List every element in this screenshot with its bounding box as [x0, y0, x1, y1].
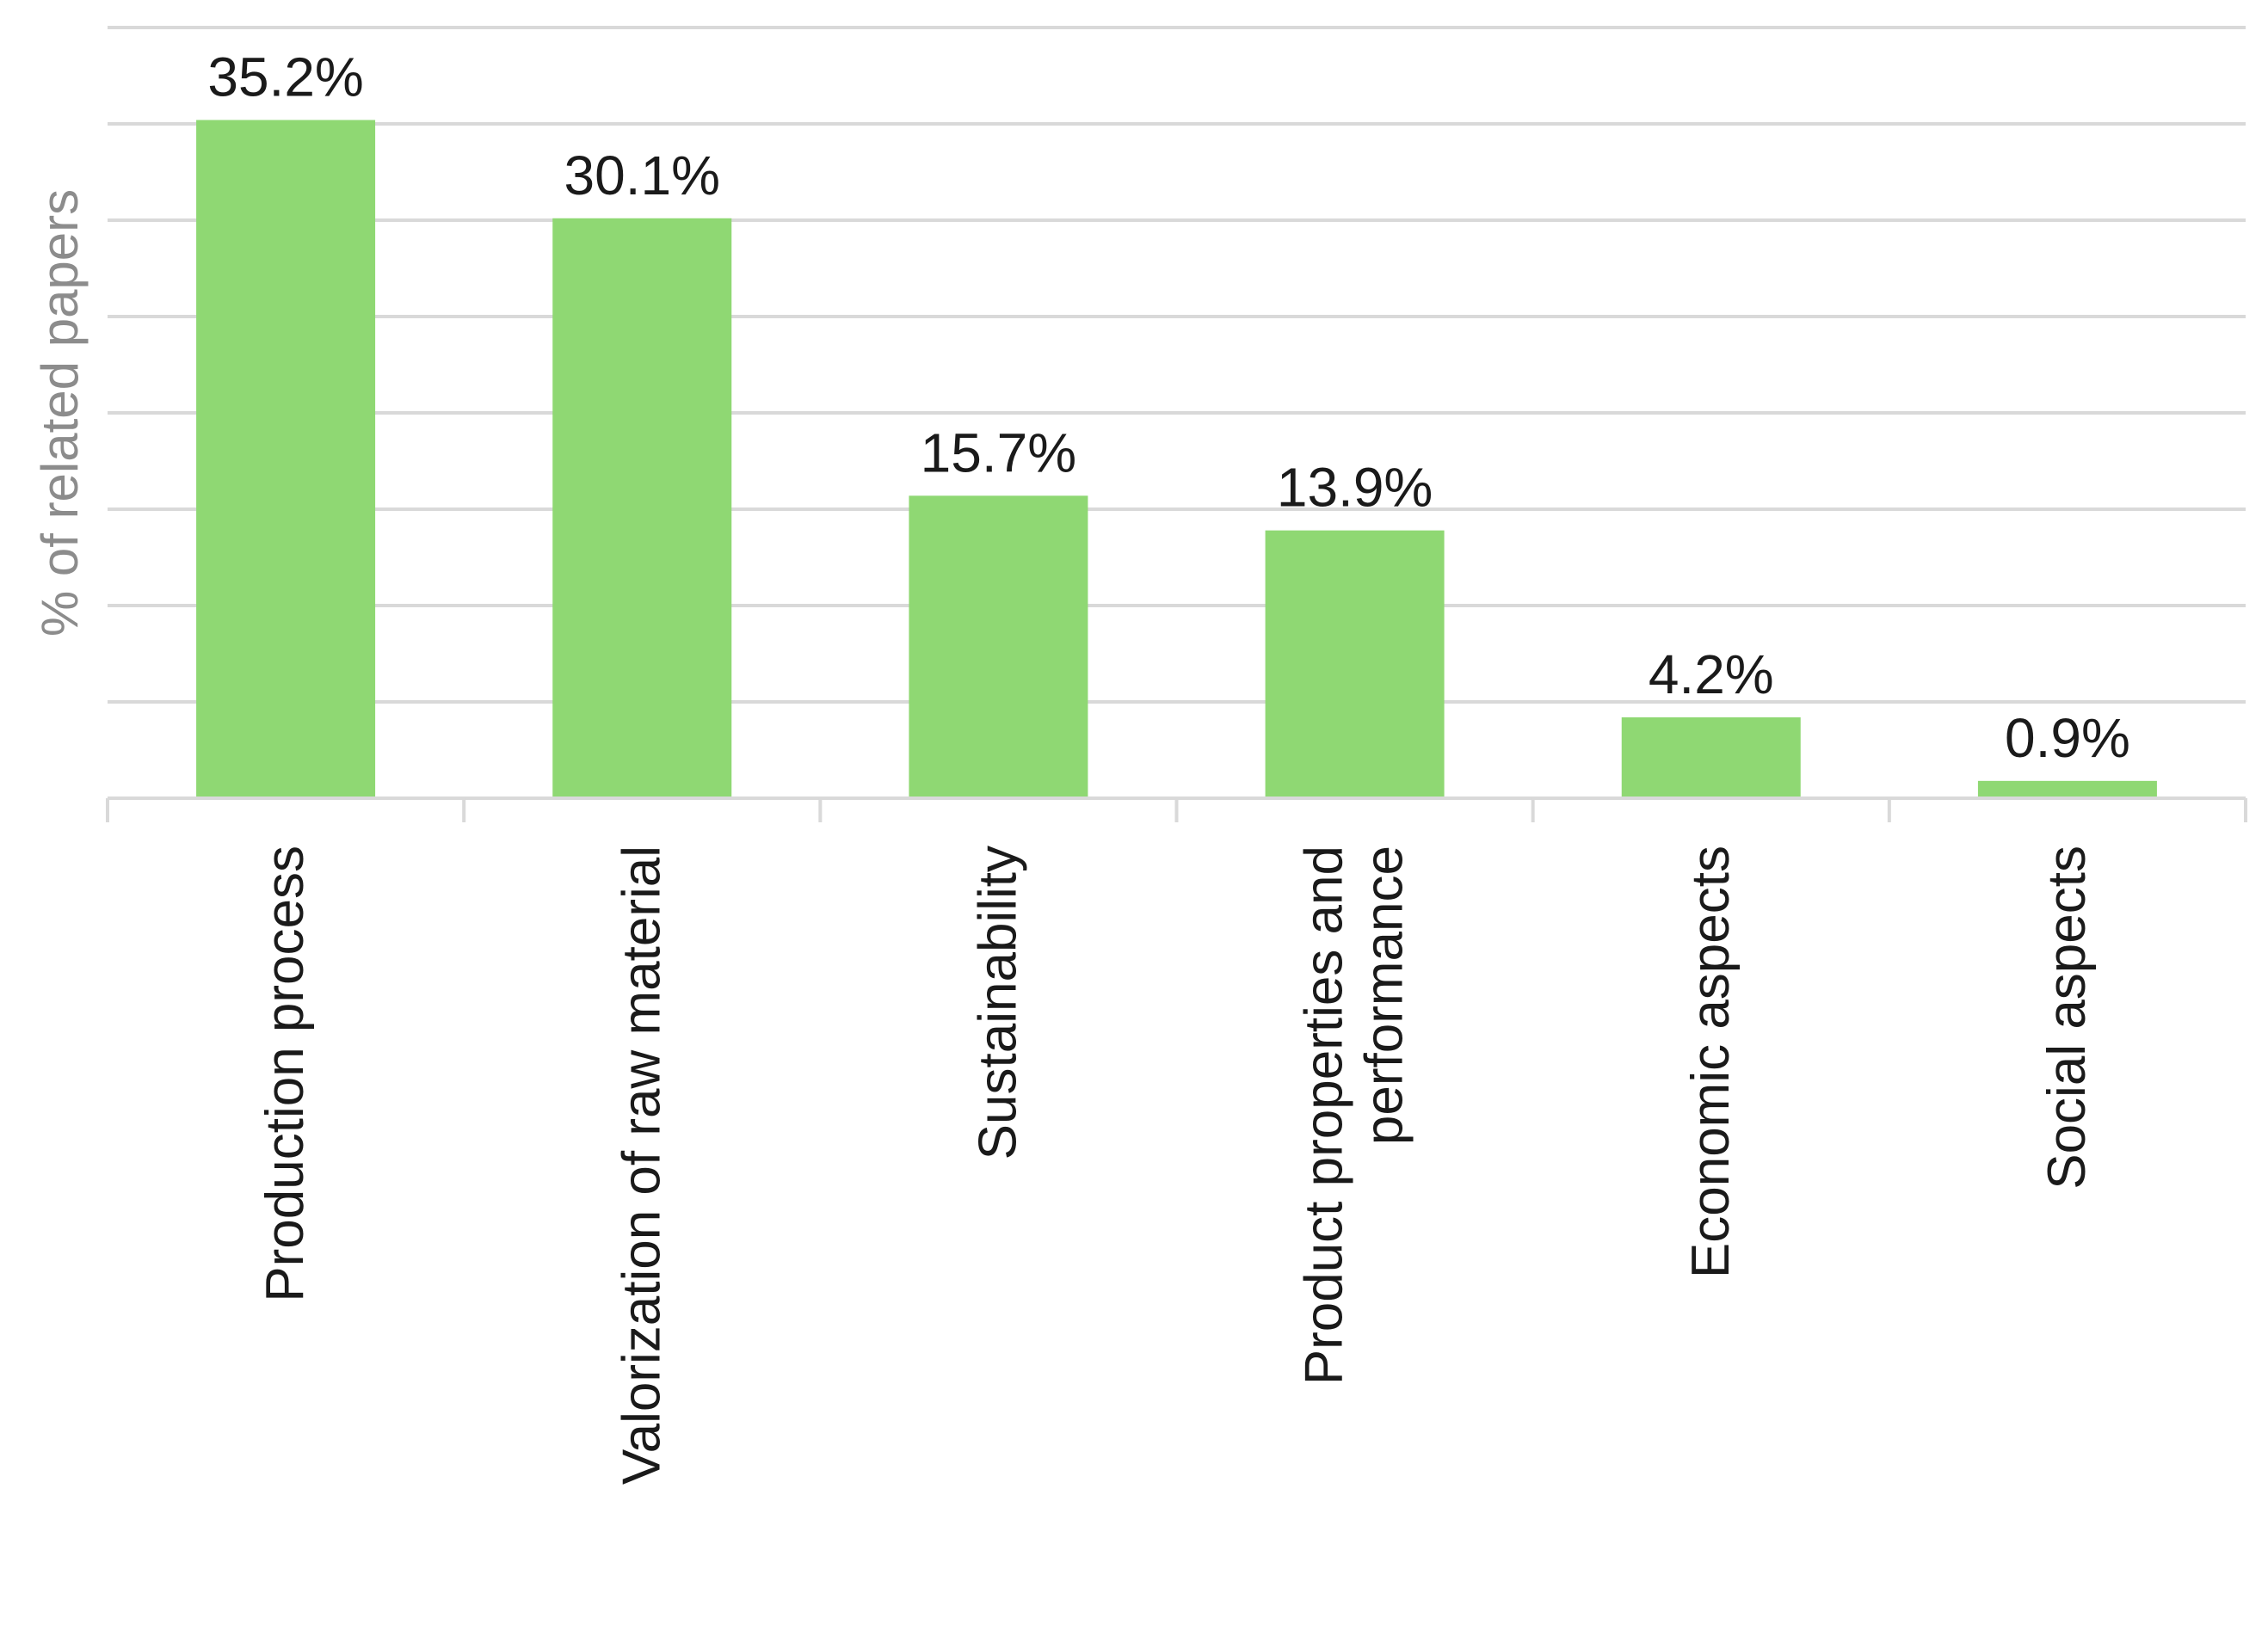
category-label: Valorization of raw material	[612, 846, 671, 1485]
category-label: Social aspects	[2037, 846, 2097, 1190]
category-label: Product properties and performance	[1295, 846, 1414, 1385]
data-label: 0.9%	[2005, 707, 2130, 769]
category-label-line: Sustainability	[968, 846, 1027, 1159]
bar	[552, 218, 732, 798]
category-label-line: Valorization of raw material	[612, 846, 671, 1485]
bar	[909, 495, 1088, 798]
bar	[1977, 780, 2157, 798]
category-label-line: Product properties and	[1295, 846, 1354, 1385]
bar	[1265, 530, 1445, 798]
category-label: Sustainability	[968, 846, 1027, 1159]
data-label: 30.1%	[564, 145, 720, 206]
bar	[196, 120, 376, 798]
category-label-line: Economic aspects	[1681, 846, 1741, 1278]
data-label: 15.7%	[921, 421, 1076, 483]
category-label-line: Production process	[256, 846, 315, 1302]
data-label: 35.2%	[207, 46, 363, 108]
data-label: 4.2%	[1649, 643, 1774, 705]
data-labels: 35.2% 30.1% 15.7% 13.9% 4.2% 0.9%	[207, 46, 2130, 769]
data-label: 13.9%	[1277, 457, 1433, 519]
bar	[1621, 717, 1801, 798]
category-labels: Production process Valorization of raw ma…	[256, 846, 2097, 1485]
bars	[196, 120, 2157, 798]
gridlines	[108, 26, 2246, 704]
category-label: Production process	[256, 846, 315, 1302]
category-label-line: Social aspects	[2037, 846, 2097, 1190]
category-label: Economic aspects	[1681, 846, 1741, 1278]
y-axis-title: % of related papers	[31, 189, 89, 637]
x-axis	[106, 797, 2247, 822]
category-label-line: performance	[1355, 846, 1414, 1145]
